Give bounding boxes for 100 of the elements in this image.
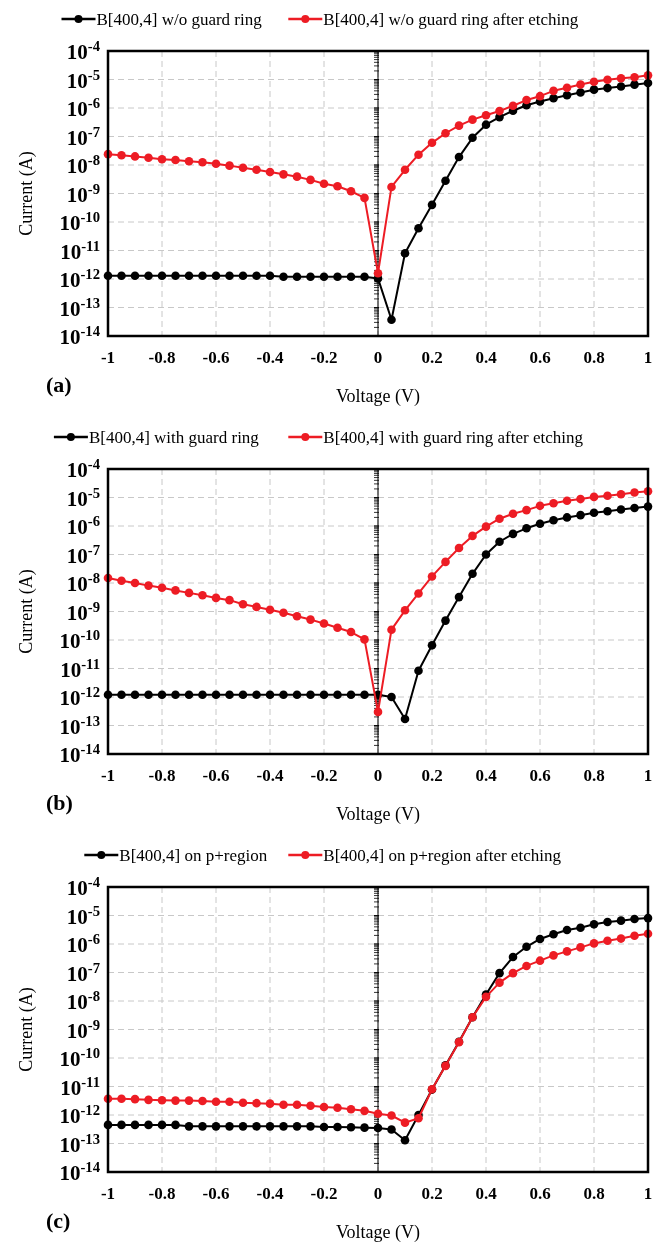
point [157, 690, 167, 700]
x-tick-label: -1 [100, 1184, 116, 1203]
point [522, 95, 531, 105]
point [319, 272, 329, 282]
point [333, 1122, 342, 1132]
x-tick-label: -0.2 [310, 1184, 338, 1203]
point [279, 608, 288, 618]
point [414, 224, 423, 233]
point [508, 529, 518, 539]
point [549, 498, 558, 508]
point [211, 1122, 221, 1131]
point [549, 951, 558, 960]
point [211, 690, 221, 700]
point [522, 505, 531, 515]
point [252, 690, 261, 700]
point [495, 537, 504, 547]
y-tick-label: 10$^{-5}$ [66, 902, 100, 929]
point [441, 128, 450, 138]
point [157, 583, 167, 593]
point [292, 1100, 302, 1109]
y-tick-label: 10$^{-4}$ [66, 38, 101, 64]
point [279, 1122, 288, 1131]
point [562, 83, 572, 93]
x-tick-label: -0.4 [256, 348, 284, 367]
point [589, 492, 599, 502]
point [346, 1104, 356, 1114]
point [171, 690, 180, 700]
x-axis-title: Voltage (V) [335, 386, 421, 407]
point [211, 593, 221, 603]
y-tick-label: 10$^{-8}$ [66, 988, 100, 1014]
point [616, 934, 626, 943]
point [117, 1120, 126, 1130]
point [265, 690, 275, 700]
point [333, 690, 342, 700]
point [252, 165, 261, 175]
point [535, 934, 545, 944]
x-tick-label: 0.8 [583, 1184, 605, 1203]
point [225, 161, 234, 170]
point [319, 1122, 329, 1132]
point [414, 589, 423, 598]
x-tick-label: 0.6 [529, 766, 551, 785]
point [589, 920, 599, 929]
point [144, 1095, 153, 1105]
point [603, 506, 612, 516]
point [306, 1122, 315, 1131]
point [576, 80, 585, 89]
point [279, 1100, 288, 1109]
point [265, 605, 275, 615]
point [522, 961, 531, 971]
y-tick-label: 10$^{-10}$ [59, 209, 100, 235]
point [333, 1103, 342, 1113]
point [508, 509, 518, 519]
point [171, 1120, 180, 1130]
point [292, 690, 302, 700]
point [616, 916, 626, 925]
y-tick-label: 10$^{-5}$ [66, 66, 100, 93]
point [171, 586, 180, 595]
point [292, 172, 302, 181]
point [346, 1123, 356, 1132]
point [387, 625, 396, 634]
point [319, 690, 329, 700]
point [198, 1122, 207, 1131]
point [157, 1095, 167, 1105]
point [184, 690, 194, 700]
point [630, 80, 639, 89]
point [319, 1102, 329, 1112]
point [184, 1122, 194, 1131]
point [576, 88, 585, 97]
x-tick-label: -0.4 [256, 1184, 284, 1203]
point [333, 272, 342, 282]
point [481, 550, 491, 559]
point [198, 271, 207, 281]
y-tick-label: 10$^{-8}$ [66, 152, 100, 178]
point [184, 156, 194, 166]
point [225, 595, 234, 605]
point [144, 271, 153, 281]
y-axis-title: Current (A) [16, 569, 37, 654]
point [360, 635, 369, 644]
point [589, 508, 599, 518]
point [387, 692, 396, 702]
point [225, 1122, 234, 1131]
point [468, 115, 477, 124]
point [130, 152, 140, 161]
point [427, 572, 437, 581]
point [468, 133, 477, 143]
y-tick-label: 10$^{-12}$ [59, 266, 100, 292]
point [495, 106, 504, 116]
y-tick-label: 10$^{-11}$ [60, 1073, 100, 1100]
point [306, 272, 315, 282]
point [630, 914, 639, 924]
x-tick-label: 0 [373, 1184, 383, 1203]
point [387, 1111, 396, 1120]
legend-label: B[400,4] on p+region after etching [323, 846, 562, 865]
point [360, 1106, 369, 1116]
point [616, 489, 626, 499]
point [630, 503, 639, 513]
point [225, 271, 234, 281]
x-tick-label: -0.8 [148, 1184, 176, 1203]
point [184, 271, 194, 281]
point [535, 91, 545, 101]
